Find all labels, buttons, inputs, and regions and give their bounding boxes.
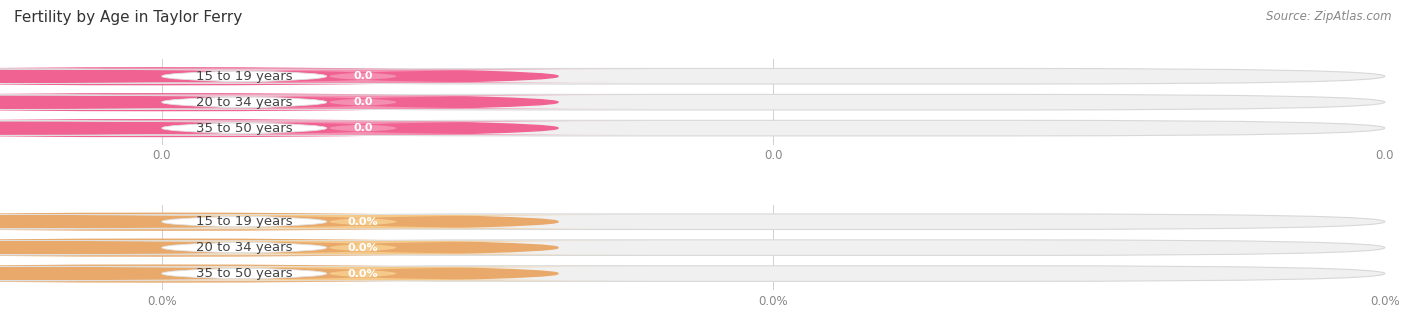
FancyBboxPatch shape: [162, 214, 1385, 229]
FancyBboxPatch shape: [0, 266, 505, 281]
Text: 35 to 50 years: 35 to 50 years: [195, 267, 292, 280]
FancyBboxPatch shape: [0, 95, 505, 110]
Text: 0.0: 0.0: [353, 97, 373, 107]
FancyBboxPatch shape: [79, 95, 647, 109]
FancyBboxPatch shape: [162, 68, 1385, 84]
Circle shape: [0, 94, 558, 111]
FancyBboxPatch shape: [0, 121, 505, 135]
Circle shape: [0, 213, 558, 230]
FancyBboxPatch shape: [0, 69, 505, 83]
FancyBboxPatch shape: [162, 240, 1385, 255]
Text: 20 to 34 years: 20 to 34 years: [195, 241, 292, 254]
FancyBboxPatch shape: [0, 214, 505, 229]
Circle shape: [0, 68, 558, 85]
Text: 0.0%: 0.0%: [347, 243, 378, 253]
FancyBboxPatch shape: [79, 267, 647, 280]
Text: 20 to 34 years: 20 to 34 years: [195, 96, 292, 109]
Circle shape: [0, 265, 558, 282]
FancyBboxPatch shape: [79, 215, 647, 228]
Text: 0.0%: 0.0%: [347, 217, 378, 227]
FancyBboxPatch shape: [79, 70, 647, 83]
FancyBboxPatch shape: [162, 120, 1385, 136]
Text: 0.0: 0.0: [353, 71, 373, 81]
FancyBboxPatch shape: [162, 94, 1385, 110]
Circle shape: [0, 120, 558, 137]
FancyBboxPatch shape: [0, 240, 505, 255]
Text: Source: ZipAtlas.com: Source: ZipAtlas.com: [1267, 10, 1392, 23]
FancyBboxPatch shape: [79, 241, 647, 254]
FancyBboxPatch shape: [162, 266, 1385, 281]
Text: 0.0%: 0.0%: [347, 269, 378, 279]
Text: 15 to 19 years: 15 to 19 years: [195, 70, 292, 83]
Text: 35 to 50 years: 35 to 50 years: [195, 121, 292, 135]
Text: 0.0: 0.0: [353, 123, 373, 133]
Circle shape: [0, 239, 558, 256]
Text: Fertility by Age in Taylor Ferry: Fertility by Age in Taylor Ferry: [14, 10, 242, 25]
FancyBboxPatch shape: [79, 121, 647, 135]
Text: 15 to 19 years: 15 to 19 years: [195, 215, 292, 228]
